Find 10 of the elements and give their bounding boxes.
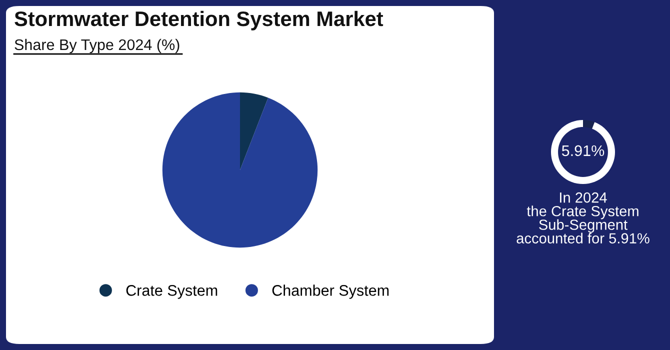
legend-label: Crate System <box>126 285 218 299</box>
text: 5.91% <box>562 145 604 156</box>
donut-slice <box>583 120 595 129</box>
text: In 2024 the Crate System Sub-Segment accounted for 5.91% <box>516 192 650 244</box>
donut-slice <box>551 120 615 184</box>
pie-slice <box>162 92 318 248</box>
chart-subtitle: Share By Type 2024 (%) <box>14 38 180 54</box>
pie-slice <box>240 92 268 170</box>
chart-title: Stormwater Detention System Market <box>14 10 384 30</box>
legend-label: Chamber System <box>272 284 389 299</box>
